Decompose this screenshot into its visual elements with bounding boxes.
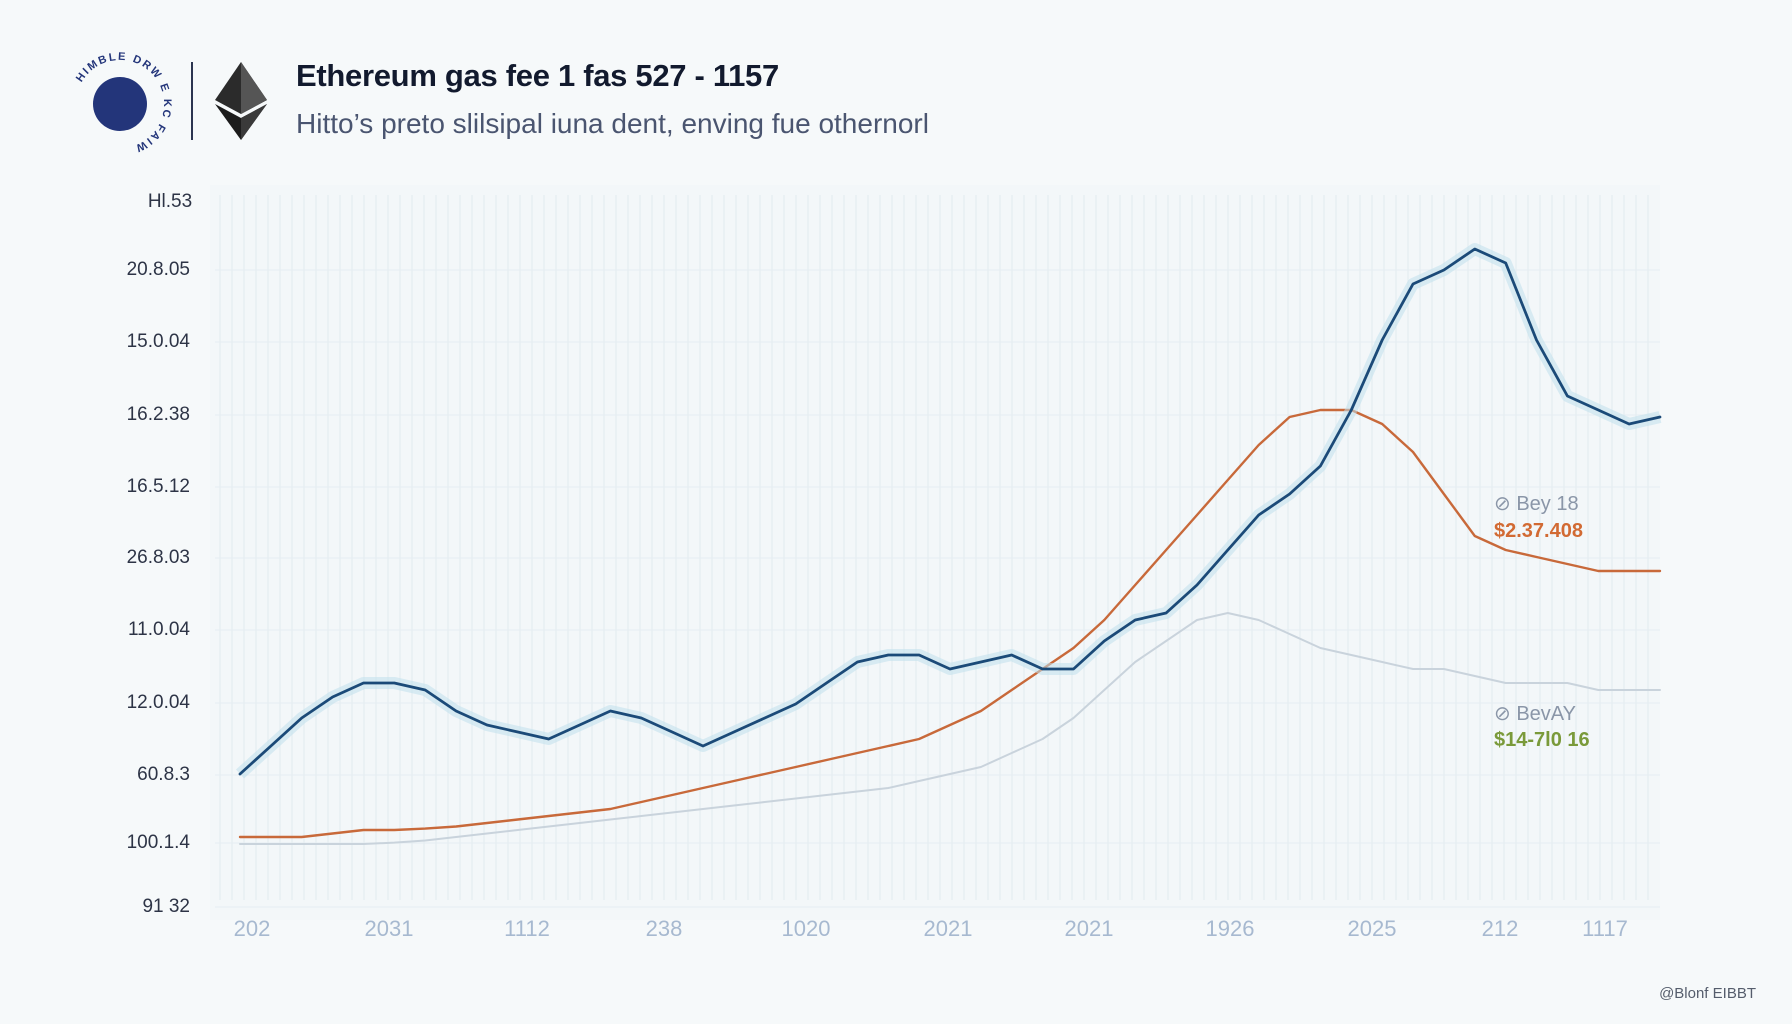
x-tick-label: 2021 [924,916,973,941]
series-line [238,408,1662,839]
x-tick-label: 1020 [782,916,831,941]
x-tick-label: 202 [234,916,271,941]
y-tick-label: 20.8.05 [127,259,190,280]
y-tick-label: 16.5.12 [127,476,190,497]
ethereum-icon [215,62,267,140]
seal-logo: HIMBLE DRW E KC FAIW [74,51,171,155]
annotation-label: ⊘ BevAY [1494,703,1576,725]
x-tick-label: 238 [646,916,683,941]
y-tick-label: 12.0.04 [127,692,191,713]
y-tick-label: 15.0.04 [127,331,191,352]
annotation-value: $2.37.408 [1494,520,1583,542]
x-tick-label: 2021 [1065,916,1114,941]
x-tick-label: 1926 [1206,916,1255,941]
grid-lines [215,195,1660,908]
chart-header: HIMBLE DRW E KC FAIW Ethereum gas fee 1 … [0,0,1792,160]
x-tick-label: 2031 [365,916,414,941]
x-tick-label: 2025 [1348,916,1397,941]
y-tick-label: 11.0.04 [128,619,190,640]
y-tick-label: 60.8.3 [137,764,190,785]
chart-subtitle: Hitto’s preto slilsipal iuna dent, envin… [296,108,929,139]
chart-title: Ethereum gas fee 1 fas 527 - 1157 [296,58,779,93]
series-line [239,612,1661,845]
source-credit: @Blonf EIBBT [1659,985,1756,1002]
x-tick-label: 1112 [504,916,550,941]
x-tick-label: 212 [1482,916,1519,941]
annotation-value: $14-7l0 16 [1494,729,1590,751]
x-tick-label: 1117 [1582,916,1628,941]
y-axis-label: Hl.53 [148,191,192,212]
annotation-label: ⊘ Bey 18 [1494,493,1579,515]
y-tick-label: 16.2.38 [127,404,190,425]
y-tick-label: 26.8.03 [127,547,190,568]
plot-area [210,185,1660,920]
header-divider [191,62,193,140]
y-tick-label: 91 32 [142,896,190,917]
y-tick-label: 100.1.4 [127,832,191,853]
series-line [238,247,1662,776]
